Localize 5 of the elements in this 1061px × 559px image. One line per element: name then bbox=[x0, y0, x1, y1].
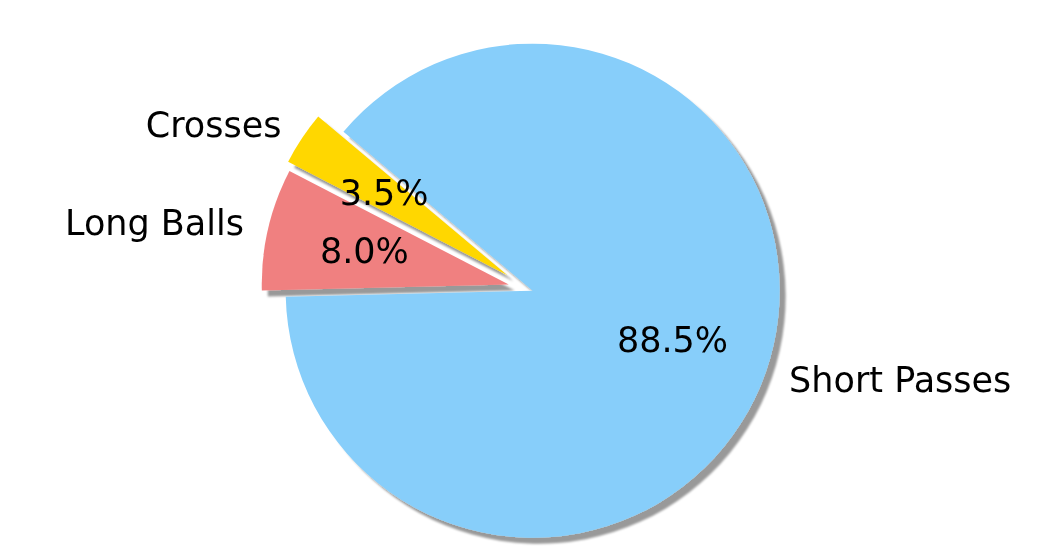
slice-label: Crosses bbox=[145, 104, 282, 145]
data-label: 88.5% bbox=[616, 319, 729, 360]
data-label: 8.0% bbox=[319, 231, 409, 272]
slice-label: Short Passes bbox=[789, 360, 1012, 401]
slice-label: Long Balls bbox=[65, 203, 245, 244]
